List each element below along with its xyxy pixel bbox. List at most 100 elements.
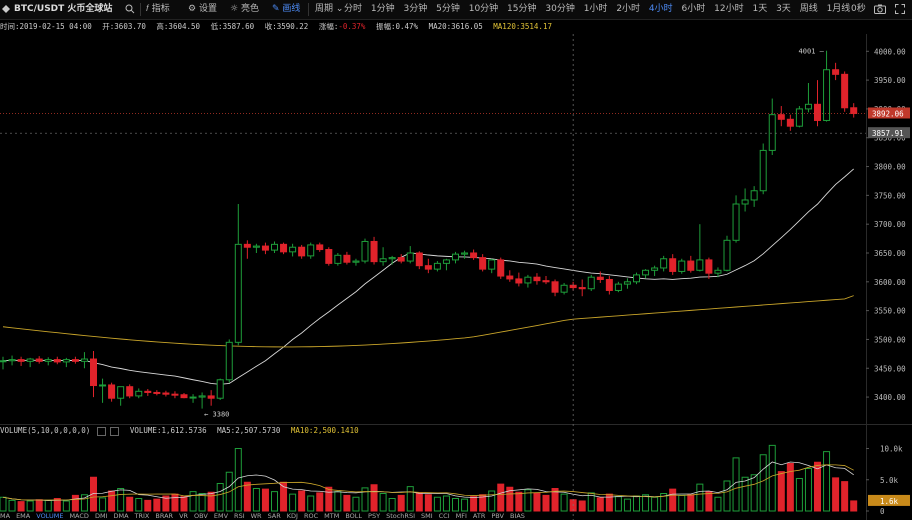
settings-button[interactable]: ⚙ 设置: [188, 0, 217, 19]
theme-button[interactable]: ☼ 亮色: [230, 0, 259, 19]
volume-bar: [44, 499, 52, 512]
candle: [461, 250, 469, 259]
candle: [216, 378, 224, 400]
interval-tabs: 分时 1分钟 3分钟 5分钟 10分钟 15分钟 30分钟 1小时 2小时 4小…: [344, 0, 850, 19]
indicator-tab[interactable]: ATR: [472, 513, 486, 520]
candle: [642, 269, 650, 279]
indicator-tab[interactable]: KDJ: [286, 513, 298, 520]
candle-body: [795, 108, 803, 127]
candle: [506, 270, 514, 282]
volume-bar: [678, 494, 686, 512]
tab-interval[interactable]: 12小时: [714, 4, 744, 14]
tab-interval[interactable]: 3天: [776, 4, 791, 14]
draw-button[interactable]: ✎ 画线: [272, 0, 300, 19]
tab-interval[interactable]: 1天: [752, 4, 768, 14]
indicator-tab[interactable]: VOLUME: [36, 513, 64, 520]
indicator-tab[interactable]: PSY: [368, 513, 381, 520]
indicator-tab[interactable]: SMI: [420, 513, 433, 520]
volume-close-icon[interactable]: [110, 426, 120, 436]
indicator-tab[interactable]: SAR: [267, 513, 281, 520]
indicator-tab[interactable]: PBV: [491, 513, 504, 520]
candle-body: [99, 384, 107, 387]
countdown: 0秒: [851, 4, 866, 14]
candle-body: [714, 269, 722, 274]
indicator-tab[interactable]: MFI: [455, 513, 467, 520]
indicators-button[interactable]: 𝑓 指标: [146, 0, 170, 19]
tab-interval[interactable]: 5分钟: [436, 4, 460, 14]
candle-body: [189, 396, 197, 399]
tab-interval[interactable]: 6小时: [681, 4, 706, 14]
candle: [370, 236, 378, 265]
volume-bar: [8, 499, 16, 512]
tab-interval[interactable]: 2小时: [616, 4, 641, 14]
candle-body: [461, 252, 469, 255]
price-tick-label: 3850.00: [874, 134, 906, 143]
fullscreen-icon[interactable]: [895, 0, 905, 19]
price-tick-label: 3400.00: [874, 393, 906, 402]
indicator-tab[interactable]: OBV: [194, 513, 208, 520]
tab-interval[interactable]: 15分钟: [507, 4, 537, 14]
indicator-tab[interactable]: MACD: [69, 513, 89, 520]
crosshair: 4001 — ← 3380: [0, 34, 866, 520]
indicators-label: 指标: [151, 4, 170, 14]
volume-ma5-line: [2, 461, 854, 502]
candle-body: [388, 257, 396, 260]
indicator-tab[interactable]: EMA: [16, 513, 31, 520]
indicator-tab[interactable]: CCI: [438, 513, 450, 520]
indicator-tab[interactable]: TRIX: [134, 513, 150, 520]
indicator-tab[interactable]: StochRSI: [386, 513, 415, 520]
tab-interval[interactable]: 30分钟: [545, 4, 575, 14]
volume-bar: [243, 481, 251, 512]
tab-interval[interactable]: 周线: [799, 4, 818, 14]
candle-body: [379, 258, 387, 263]
candle: [515, 272, 523, 287]
candle: [452, 251, 459, 264]
volume-bars-layer: [0, 444, 858, 512]
volume-bar: [587, 492, 595, 512]
tab-interval[interactable]: 1月线: [826, 4, 851, 14]
volume-bar: [442, 495, 450, 512]
indicator-tab[interactable]: ROC: [303, 513, 319, 520]
volume-settings-icon[interactable]: [96, 426, 106, 436]
tab-interval-active[interactable]: 4小时: [648, 4, 673, 14]
indicator-tab[interactable]: EMV: [213, 513, 229, 520]
camera-icon[interactable]: [874, 0, 886, 19]
tab-interval[interactable]: 1分钟: [370, 4, 395, 14]
tab-interval[interactable]: 分时: [344, 4, 363, 14]
sun-icon: ☼: [230, 4, 239, 14]
volume-bar: [361, 487, 369, 512]
search-icon[interactable]: [125, 0, 135, 19]
indicator-tab[interactable]: DMI: [94, 513, 108, 520]
change-value: -0.37%: [338, 22, 366, 31]
indicator-tab[interactable]: MA: [0, 513, 11, 520]
candle-body: [696, 259, 704, 271]
candle: [26, 357, 34, 368]
candle-body: [325, 249, 333, 264]
tab-interval[interactable]: 3分钟: [403, 4, 428, 14]
volume-tick-label: 0: [880, 507, 885, 516]
tab-interval[interactable]: 10分钟: [468, 4, 499, 14]
volume-bar: [452, 498, 459, 512]
volume-bar: [759, 454, 767, 512]
indicator-tab[interactable]: BOLL: [345, 513, 363, 520]
candle-body: [117, 386, 125, 399]
indicator-tab[interactable]: DMA: [113, 513, 129, 520]
candle: [795, 106, 803, 128]
candle-body: [71, 359, 79, 362]
indicator-tab[interactable]: RSI: [234, 513, 245, 520]
indicator-tab[interactable]: BRAR: [155, 513, 174, 520]
pencil-icon: ✎: [272, 4, 280, 14]
candle: [633, 272, 640, 285]
indicator-tab[interactable]: VR: [179, 513, 189, 520]
period-button[interactable]: 周期 ⌄: [315, 0, 343, 19]
symbol-title[interactable]: BTC/USDT 火币全球站: [14, 4, 113, 14]
candle-body: [732, 203, 740, 241]
candle-body: [814, 103, 821, 121]
tab-interval[interactable]: 1小时: [583, 4, 608, 14]
indicator-tab[interactable]: MTM: [324, 513, 340, 520]
indicator-tab[interactable]: WR: [250, 513, 262, 520]
candle: [243, 240, 251, 259]
volume-indicator-name: VOLUME(5,10,0,0,0,0): [0, 426, 91, 435]
indicator-tab[interactable]: BIAS: [509, 513, 525, 520]
